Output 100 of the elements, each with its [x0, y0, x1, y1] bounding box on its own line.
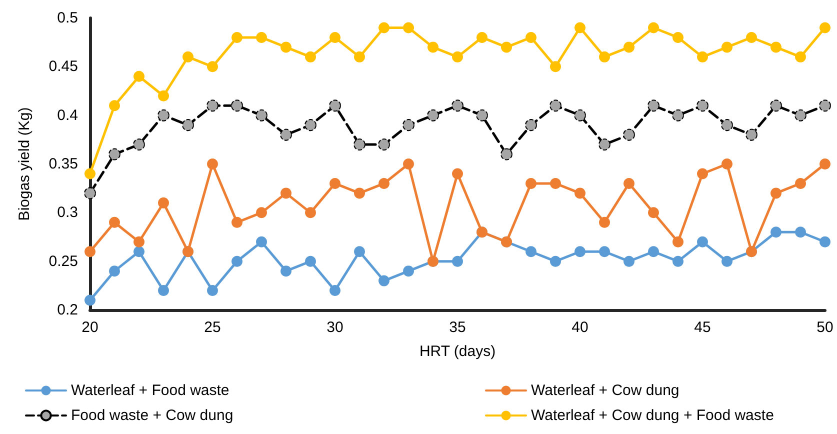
point [672, 256, 684, 267]
point [256, 207, 267, 218]
point [158, 90, 169, 102]
point [550, 61, 561, 72]
point [134, 236, 144, 248]
point [697, 51, 708, 62]
point [599, 246, 610, 258]
point [526, 246, 536, 258]
point [378, 275, 390, 286]
point [598, 138, 610, 151]
point [182, 51, 194, 62]
point [452, 51, 463, 62]
point [256, 236, 267, 248]
point [207, 285, 218, 296]
point [722, 42, 732, 53]
point [280, 128, 292, 141]
point [403, 22, 414, 34]
x-tick-label: 30 [326, 319, 344, 336]
point [84, 246, 96, 258]
point [109, 266, 120, 277]
point [280, 188, 292, 199]
point [109, 100, 120, 112]
point [206, 100, 218, 112]
point [158, 285, 169, 296]
x-axis-title: HRT (days) [419, 343, 496, 360]
x-tick-label: 40 [572, 319, 588, 336]
point [746, 32, 757, 43]
point [256, 109, 268, 122]
point [84, 168, 96, 180]
y-tick-label: 0.3 [57, 204, 78, 222]
point [550, 256, 561, 267]
point [378, 22, 390, 34]
point [231, 100, 243, 112]
point [501, 42, 512, 53]
point [207, 61, 218, 72]
point [525, 119, 537, 132]
point [820, 22, 830, 34]
point [624, 256, 634, 267]
point [648, 22, 659, 34]
point [574, 188, 586, 199]
point [820, 236, 830, 248]
point [256, 32, 267, 43]
point [403, 266, 414, 277]
point [305, 207, 316, 218]
point [378, 178, 390, 189]
point [476, 32, 488, 43]
point [354, 138, 366, 151]
point [770, 188, 782, 199]
point [550, 178, 561, 189]
y-tick-label: 0.2 [57, 302, 78, 318]
point [624, 178, 634, 189]
point [452, 256, 463, 267]
point [452, 100, 464, 112]
point [280, 42, 292, 53]
legend-label: Waterleaf + Food waste [71, 382, 230, 399]
x-tick-label: 35 [449, 319, 466, 336]
point [624, 42, 634, 53]
x-tick-label: 20 [82, 319, 98, 336]
point [648, 100, 660, 112]
y-tick-label: 0.25 [48, 252, 78, 270]
point [330, 285, 340, 296]
point [428, 42, 438, 53]
point [305, 51, 316, 62]
point [232, 216, 242, 228]
point [500, 148, 512, 160]
point [672, 236, 684, 248]
point [722, 256, 732, 267]
point [304, 119, 316, 132]
point [134, 246, 144, 258]
point [207, 158, 218, 170]
y-tick-label: 0.45 [48, 58, 78, 76]
y-axis-title: Biogas yield (Kg) [16, 107, 33, 221]
point [158, 109, 170, 122]
point [795, 226, 806, 238]
point [770, 42, 782, 53]
point [574, 109, 586, 122]
point [574, 22, 586, 34]
x-tick-label: 45 [694, 319, 711, 336]
point [770, 226, 782, 238]
point [672, 109, 684, 122]
point [795, 178, 806, 189]
y-tick-label: 0.5 [57, 10, 78, 26]
point [599, 51, 610, 62]
point [354, 246, 365, 258]
x-tick-label: 50 [816, 319, 834, 336]
point [574, 246, 586, 258]
legend-label: Food waste + Cow dung [71, 407, 234, 424]
point [330, 32, 340, 43]
point [746, 128, 758, 141]
point [232, 256, 242, 267]
point [623, 128, 635, 141]
point [378, 138, 390, 151]
point [697, 168, 708, 180]
point [182, 119, 194, 132]
point [158, 197, 169, 208]
point [722, 158, 732, 170]
point [819, 100, 831, 112]
point [697, 236, 708, 248]
point [232, 32, 242, 43]
point [526, 178, 536, 189]
